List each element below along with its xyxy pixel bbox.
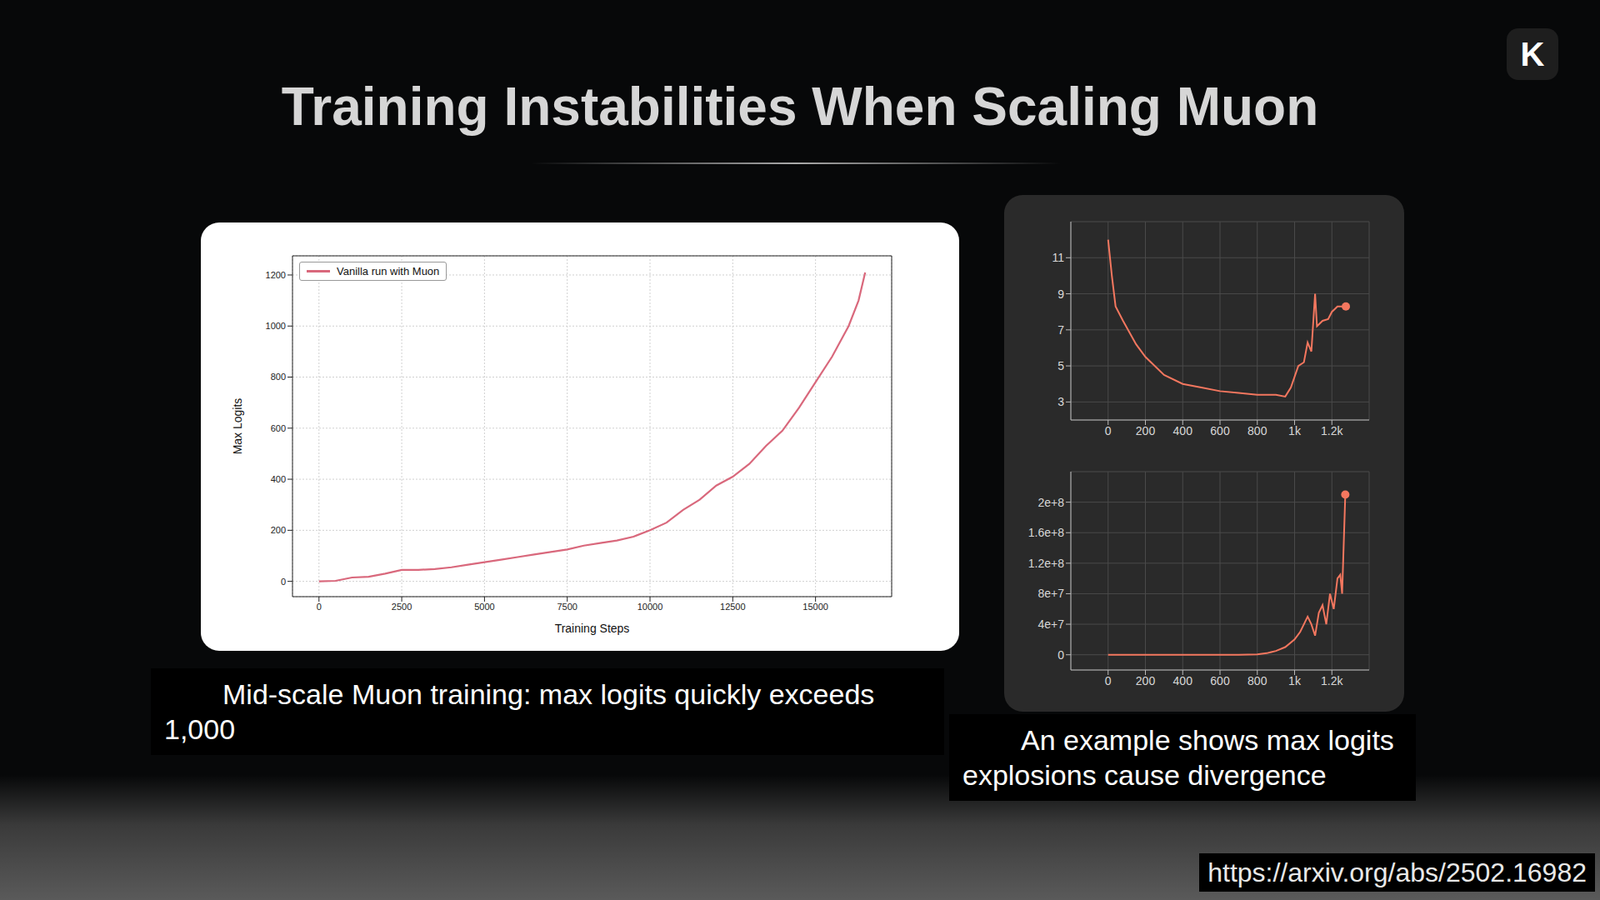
svg-text:0: 0	[1105, 674, 1112, 688]
svg-text:800: 800	[270, 371, 286, 382]
svg-text:800: 800	[1247, 424, 1268, 438]
svg-text:0: 0	[316, 601, 322, 612]
svg-text:200: 200	[1135, 674, 1156, 688]
svg-text:1.2k: 1.2k	[1320, 424, 1344, 438]
svg-text:15000: 15000	[802, 601, 829, 612]
svg-text:8e+7: 8e+7	[1037, 586, 1065, 600]
svg-text:Training Steps: Training Steps	[555, 621, 630, 635]
html-text:https://arxiv.org/abs/2502.169: https://arxiv.org/abs/2502.16982	[1207, 857, 1587, 888]
svg-text:5000: 5000	[474, 601, 495, 612]
svg-text:400: 400	[1173, 424, 1194, 438]
svg-text:1.6e+8: 1.6e+8	[1028, 525, 1065, 540]
html-text:Vanilla run with Muon: Vanilla run with Muon	[336, 265, 440, 278]
svg-text:1k: 1k	[1288, 674, 1302, 688]
svg-text:1000: 1000	[265, 320, 286, 331]
svg-text:0: 0	[1105, 424, 1112, 438]
svg-text:7: 7	[1057, 323, 1065, 337]
svg-text:2500: 2500	[391, 601, 412, 612]
html-text:Mid-scale Muon training: max l: Mid-scale Muon training: max logits quic…	[164, 678, 875, 745]
svg-text:9: 9	[1057, 287, 1065, 301]
svg-text:200: 200	[1135, 424, 1156, 438]
svg-text:400: 400	[1173, 674, 1194, 688]
svg-text:Max Logits: Max Logits	[230, 398, 245, 455]
svg-text:600: 600	[1210, 674, 1230, 688]
svg-text:0: 0	[280, 576, 286, 587]
svg-text:10000: 10000	[637, 601, 664, 612]
svg-text:800: 800	[1247, 674, 1268, 688]
svg-text:5: 5	[1057, 359, 1065, 373]
html-text:Training Instabilities When Sc: Training Instabilities When Scaling Muon	[281, 76, 1319, 137]
svg-text:600: 600	[270, 423, 286, 434]
svg-text:600: 600	[1210, 424, 1230, 438]
svg-text:12500: 12500	[720, 601, 746, 612]
svg-text:1.2e+8: 1.2e+8	[1028, 556, 1065, 570]
svg-text:0: 0	[1057, 648, 1065, 662]
svg-text:1200: 1200	[265, 270, 286, 280]
svg-text:1k: 1k	[1288, 424, 1302, 438]
svg-text:200: 200	[270, 525, 286, 535]
svg-text:11: 11	[1051, 250, 1065, 265]
svg-text:3: 3	[1057, 395, 1065, 409]
html-text:K: K	[1520, 35, 1545, 73]
svg-text:4e+7: 4e+7	[1037, 617, 1065, 631]
svg-text:2e+8: 2e+8	[1037, 495, 1065, 510]
svg-text:400: 400	[270, 474, 286, 485]
html-text:An example shows max logits ex: An example shows max logits explosions c…	[962, 724, 1395, 791]
svg-text:1.2k: 1.2k	[1320, 674, 1344, 688]
svg-text:7500: 7500	[556, 601, 577, 612]
